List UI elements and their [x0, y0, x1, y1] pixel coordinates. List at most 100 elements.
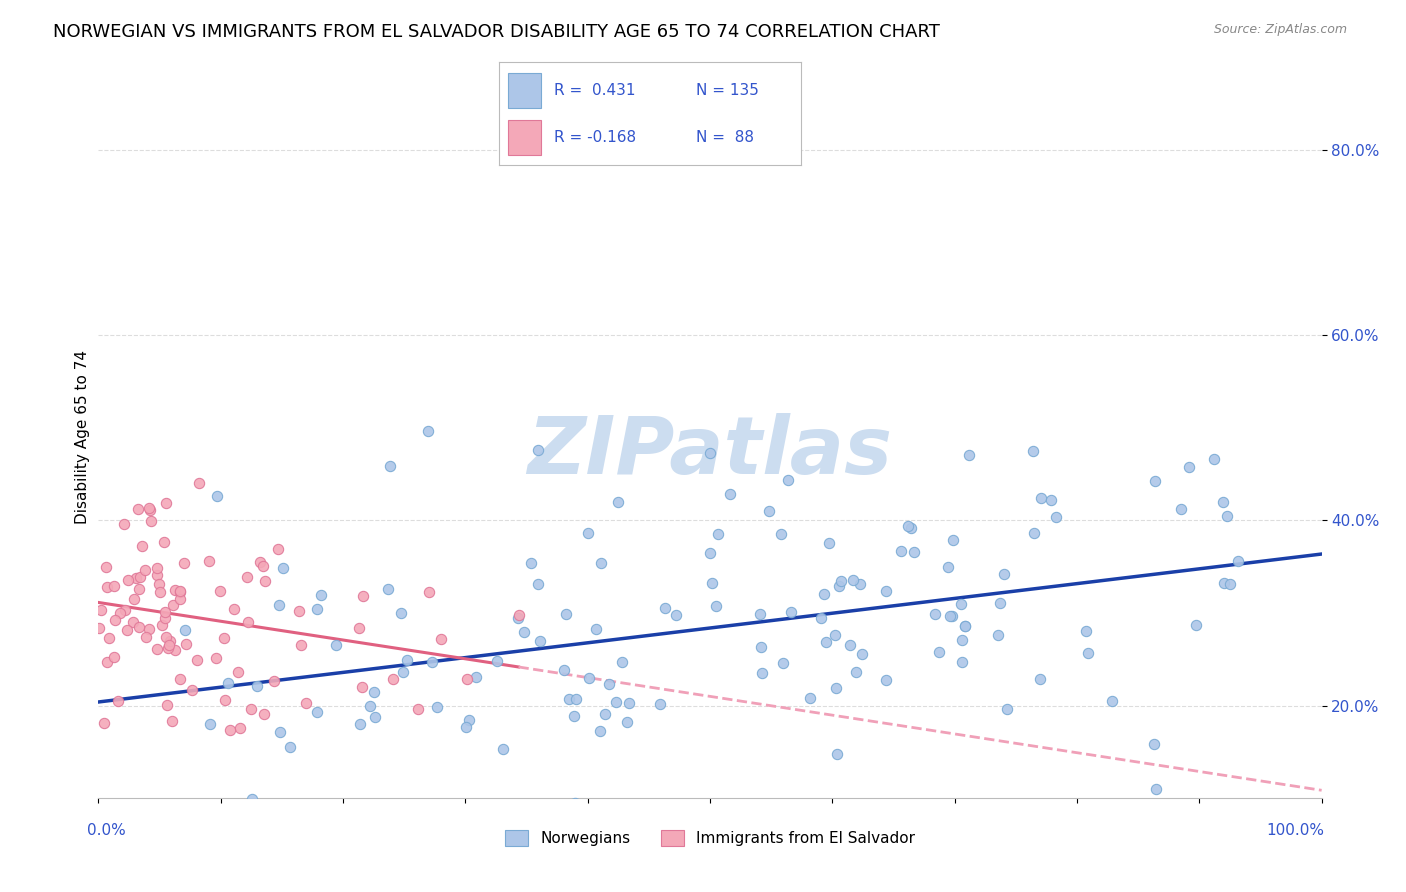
Point	[598, 677, 620, 691]
Point	[290, 638, 312, 652]
Point	[309, 588, 332, 602]
Point	[1202, 452, 1225, 467]
Point	[617, 696, 640, 710]
Point	[103, 579, 125, 593]
Point	[928, 644, 950, 658]
Point	[254, 574, 277, 589]
Point	[555, 607, 578, 622]
Point	[226, 665, 249, 680]
Point	[128, 620, 150, 634]
Point	[363, 685, 385, 699]
Point	[148, 577, 170, 591]
Point	[157, 638, 180, 652]
Point	[799, 691, 821, 706]
Point	[942, 533, 965, 547]
Point	[263, 674, 285, 689]
Point	[1212, 495, 1234, 509]
Point	[377, 582, 399, 596]
Point	[307, 602, 329, 616]
Y-axis label: Disability Age 65 to 74: Disability Age 65 to 74	[75, 350, 90, 524]
Point	[758, 504, 780, 518]
Point	[98, 632, 121, 646]
Point	[1021, 444, 1043, 458]
Point	[253, 706, 276, 721]
Point	[650, 697, 672, 711]
Point	[149, 584, 172, 599]
Point	[780, 606, 803, 620]
Point	[824, 628, 846, 642]
Point	[849, 577, 872, 591]
Point	[188, 476, 211, 491]
Point	[817, 536, 839, 550]
Point	[94, 560, 117, 574]
Point	[936, 560, 959, 574]
Point	[269, 725, 291, 739]
Point	[153, 605, 176, 619]
Point	[718, 486, 741, 500]
Point	[1143, 737, 1166, 751]
Point	[682, 804, 704, 818]
Point	[138, 622, 160, 636]
Point	[553, 663, 575, 677]
Point	[1029, 672, 1052, 686]
Point	[359, 698, 381, 713]
Point	[610, 656, 633, 670]
Text: R = -0.168: R = -0.168	[554, 130, 636, 145]
Point	[485, 655, 508, 669]
Point	[1219, 576, 1241, 591]
Point	[589, 723, 612, 738]
Point	[900, 521, 922, 535]
Point	[1212, 575, 1234, 590]
Point	[903, 545, 925, 559]
Point	[464, 670, 486, 684]
Point	[156, 698, 179, 712]
Point	[212, 818, 235, 832]
Point	[389, 607, 412, 621]
Point	[558, 691, 581, 706]
Point	[838, 638, 860, 652]
Point	[875, 584, 897, 599]
Point	[949, 597, 972, 611]
Point	[1039, 493, 1062, 508]
Point	[825, 747, 848, 761]
Point	[702, 575, 724, 590]
Text: NORWEGIAN VS IMMIGRANTS FROM EL SALVADOR DISABILITY AGE 65 TO 74 CORRELATION CHA: NORWEGIAN VS IMMIGRANTS FROM EL SALVADOR…	[53, 23, 941, 41]
Point	[1178, 460, 1201, 475]
Point	[814, 635, 837, 649]
Point	[169, 673, 191, 687]
Point	[382, 673, 405, 687]
Point	[588, 819, 610, 833]
Point	[169, 585, 191, 599]
Point	[520, 556, 543, 570]
Point	[987, 628, 1010, 642]
Point	[810, 611, 832, 625]
Text: N = 135: N = 135	[696, 83, 758, 97]
Text: 100.0%: 100.0%	[1267, 823, 1324, 838]
Point	[96, 581, 118, 595]
Point	[418, 425, 440, 439]
Point	[890, 544, 912, 558]
Point	[1144, 782, 1167, 797]
Point	[129, 570, 152, 584]
Point	[127, 501, 149, 516]
Point	[205, 651, 228, 665]
Point	[115, 623, 138, 637]
Point	[1170, 501, 1192, 516]
Point	[953, 618, 976, 632]
Point	[169, 583, 191, 598]
Point	[897, 519, 920, 533]
Point	[564, 692, 586, 706]
Point	[1144, 475, 1167, 489]
Point	[236, 615, 259, 629]
Point	[117, 573, 139, 587]
Point	[280, 740, 302, 755]
Point	[122, 592, 145, 607]
Point	[430, 632, 453, 647]
Point	[593, 707, 616, 722]
Point	[529, 634, 551, 648]
Point	[748, 607, 770, 622]
Point	[352, 680, 374, 694]
Point	[271, 561, 294, 575]
Point	[769, 527, 792, 541]
Point	[217, 676, 239, 690]
